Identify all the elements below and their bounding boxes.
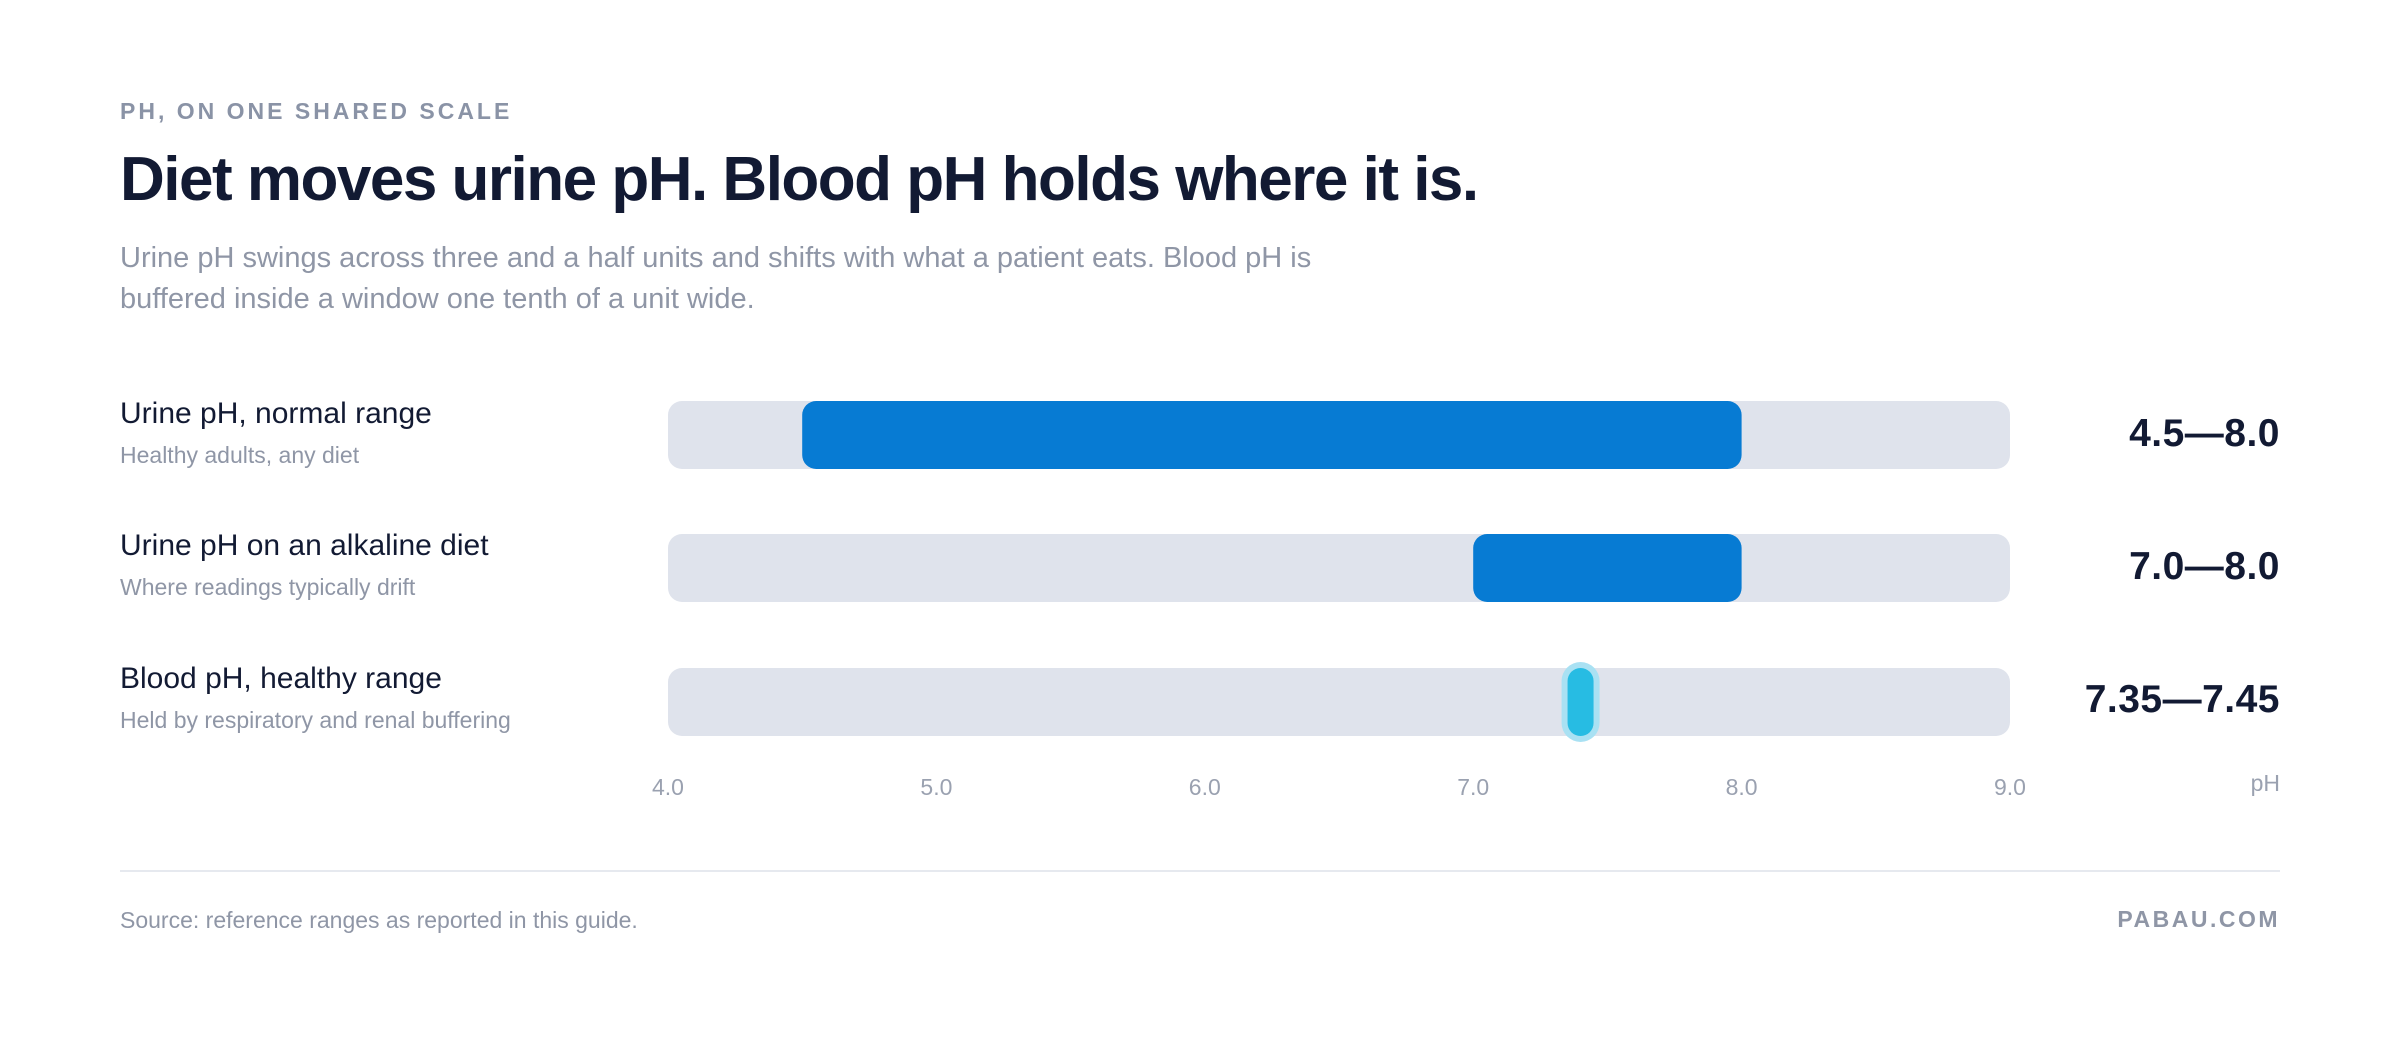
row-value-urine-normal: 4.5—8.0 (2129, 412, 2280, 455)
row-title: Blood pH, healthy range (120, 662, 442, 695)
row-label-urine-alkaline: Urine pH on an alkaline diet Where readi… (120, 528, 660, 601)
footer-divider (120, 870, 2280, 872)
row-value-urine-alkaline: 7.0—8.0 (2129, 545, 2280, 588)
row-label-blood: Blood pH, healthy range Held by respirat… (120, 661, 660, 734)
x-tick-label: 8.0 (1726, 774, 1758, 800)
row-title: Urine pH on an alkaline diet (120, 529, 489, 562)
row-sublabel: Held by respiratory and renal buffering (120, 707, 511, 733)
x-tick-label: 5.0 (920, 774, 952, 800)
x-tick-label: 9.0 (1994, 774, 2026, 800)
eyebrow-label: PH, ON ONE SHARED SCALE (120, 98, 513, 124)
row-title: Urine pH, normal range (120, 397, 432, 430)
chart-subtitle: Urine pH swings across three and a half … (120, 242, 1312, 315)
row-label-urine-normal: Urine pH, normal range Healthy adults, a… (120, 396, 660, 469)
chart-title: Diet moves urine pH. Blood pH holds wher… (120, 145, 1479, 214)
range-track (668, 534, 2010, 602)
axis-unit-label: pH (2250, 770, 2280, 796)
range-bar-2 (1567, 668, 1594, 736)
x-tick-label: 4.0 (652, 774, 684, 800)
row-sublabel: Where readings typically drift (120, 574, 416, 600)
range-track (668, 668, 2010, 736)
brand-label: PABAU.COM (2117, 906, 2280, 932)
row-sublabel: Healthy adults, any diet (120, 442, 360, 468)
x-tick-label: 7.0 (1457, 774, 1489, 800)
row-value-blood: 7.35—7.45 (2084, 678, 2280, 721)
source-note: Source: reference ranges as reported in … (120, 907, 638, 933)
range-bar-1 (1473, 534, 1742, 602)
x-tick-label: 6.0 (1189, 774, 1221, 800)
range-bar-0 (802, 401, 1742, 469)
